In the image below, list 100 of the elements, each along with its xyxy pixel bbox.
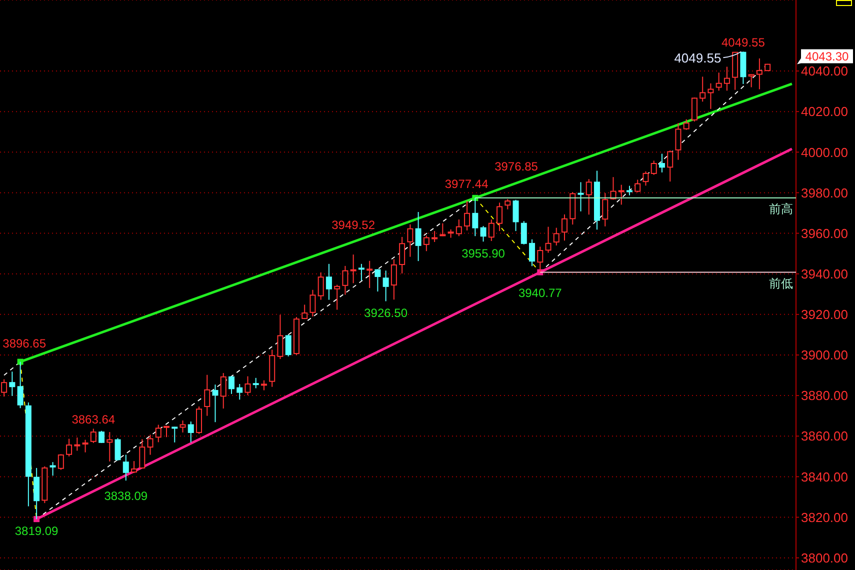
candlestick (675, 122, 682, 160)
candlestick (562, 214, 568, 242)
annotation: 3896.65 (2, 336, 46, 351)
candlestick (302, 304, 308, 320)
candlestick (106, 432, 113, 462)
candlestick (716, 72, 722, 92)
candlestick (520, 220, 527, 245)
candlestick (432, 230, 438, 242)
candlestick (578, 182, 584, 212)
candlestick (618, 184, 624, 206)
candlestick (586, 178, 592, 216)
candlestick (66, 438, 72, 457)
candlestick (642, 170, 649, 186)
annotation: 3940.77 (518, 286, 562, 300)
candlestick (602, 192, 608, 227)
candlestick (98, 430, 105, 444)
candlestick (407, 224, 414, 258)
annotation: 3819.09 (14, 524, 59, 538)
annotation: 4049.55 (722, 36, 766, 50)
candlestick (634, 179, 641, 193)
candlestick (155, 424, 162, 443)
candlestick (58, 454, 64, 470)
candlestick (399, 236, 406, 274)
y-tick-label: 3820.00 (801, 510, 848, 525)
candlestick (390, 258, 397, 300)
candlestick (342, 265, 348, 296)
y-tick-label: 3920.00 (801, 307, 848, 322)
candlestick (423, 235, 430, 252)
y-tick-label: 3880.00 (801, 388, 848, 404)
candlestick (748, 74, 754, 88)
point (34, 516, 40, 522)
candlestick (147, 434, 154, 456)
candlestick (260, 380, 267, 391)
candlestick (244, 376, 251, 396)
text: 4043.30 (805, 49, 850, 64)
y-tick-label: 3940.00 (801, 266, 848, 282)
y-tick-label: 3900.00 (801, 348, 848, 363)
candlestick (82, 439, 88, 453)
candlestick (626, 185, 632, 196)
y-tick-label: 4020.00 (801, 104, 848, 120)
y-tick-label: 3980.00 (801, 185, 848, 200)
candlestick (667, 150, 674, 182)
candlestick (252, 377, 259, 389)
candlestick (545, 226, 552, 254)
y-tick-label: 4040.00 (801, 64, 848, 79)
candlestick (212, 384, 218, 423)
candlestick (277, 314, 284, 360)
candlestick (318, 272, 324, 300)
candlestick (74, 437, 80, 452)
candlestick (440, 222, 446, 237)
candlestick (691, 97, 698, 122)
candlestick (382, 270, 389, 302)
candlestick (480, 225, 486, 242)
candlestick (358, 263, 364, 282)
annotation: 3976.85 (494, 159, 538, 174)
candlestick (188, 421, 194, 443)
annotation: 3926.50 (364, 306, 408, 320)
candlestick (650, 160, 657, 176)
candlestick (334, 284, 340, 310)
annotation: 3955.90 (462, 246, 506, 261)
candlestick (285, 334, 292, 357)
candlestick (114, 438, 121, 461)
ref-line-label: 前低 (769, 276, 793, 290)
candlestick (350, 254, 356, 284)
candlestick (228, 376, 234, 394)
candlestick (708, 82, 714, 110)
candlestick (310, 289, 316, 317)
candlestick (488, 218, 494, 242)
candlestick (700, 76, 706, 102)
y-tick-label: 3800.00 (801, 550, 848, 566)
candlestick (504, 198, 511, 210)
candlestick (180, 420, 186, 433)
candlestick (529, 238, 536, 267)
candlestick (9, 371, 16, 396)
candlestick (139, 438, 146, 469)
annotation: 3838.09 (104, 489, 148, 504)
candlestick (658, 153, 665, 173)
candlestick (50, 462, 56, 476)
candlestick (90, 428, 96, 444)
candlestick (415, 211, 422, 262)
annotation: 4049.55 (674, 50, 722, 66)
candlestick (366, 260, 373, 289)
candlestick (196, 406, 202, 434)
candlestick (220, 372, 226, 410)
candlestick (553, 227, 560, 246)
ref-line-label: 前高 (769, 202, 793, 216)
annotation: 3977.44 (444, 177, 489, 192)
point (17, 358, 24, 365)
candlestick (724, 66, 730, 92)
candlestick (683, 118, 690, 130)
y-tick-label: 3960.00 (801, 226, 848, 241)
annotation: 3863.64 (72, 412, 116, 427)
y-tick-label: 4000.00 (801, 144, 848, 160)
candlestick (236, 383, 243, 400)
candlestick (131, 460, 138, 474)
candlestick (464, 200, 470, 231)
y-tick-label: 3860.00 (801, 428, 848, 444)
candlestick (374, 268, 381, 292)
candlestick (326, 263, 332, 300)
candlestick (204, 374, 210, 416)
